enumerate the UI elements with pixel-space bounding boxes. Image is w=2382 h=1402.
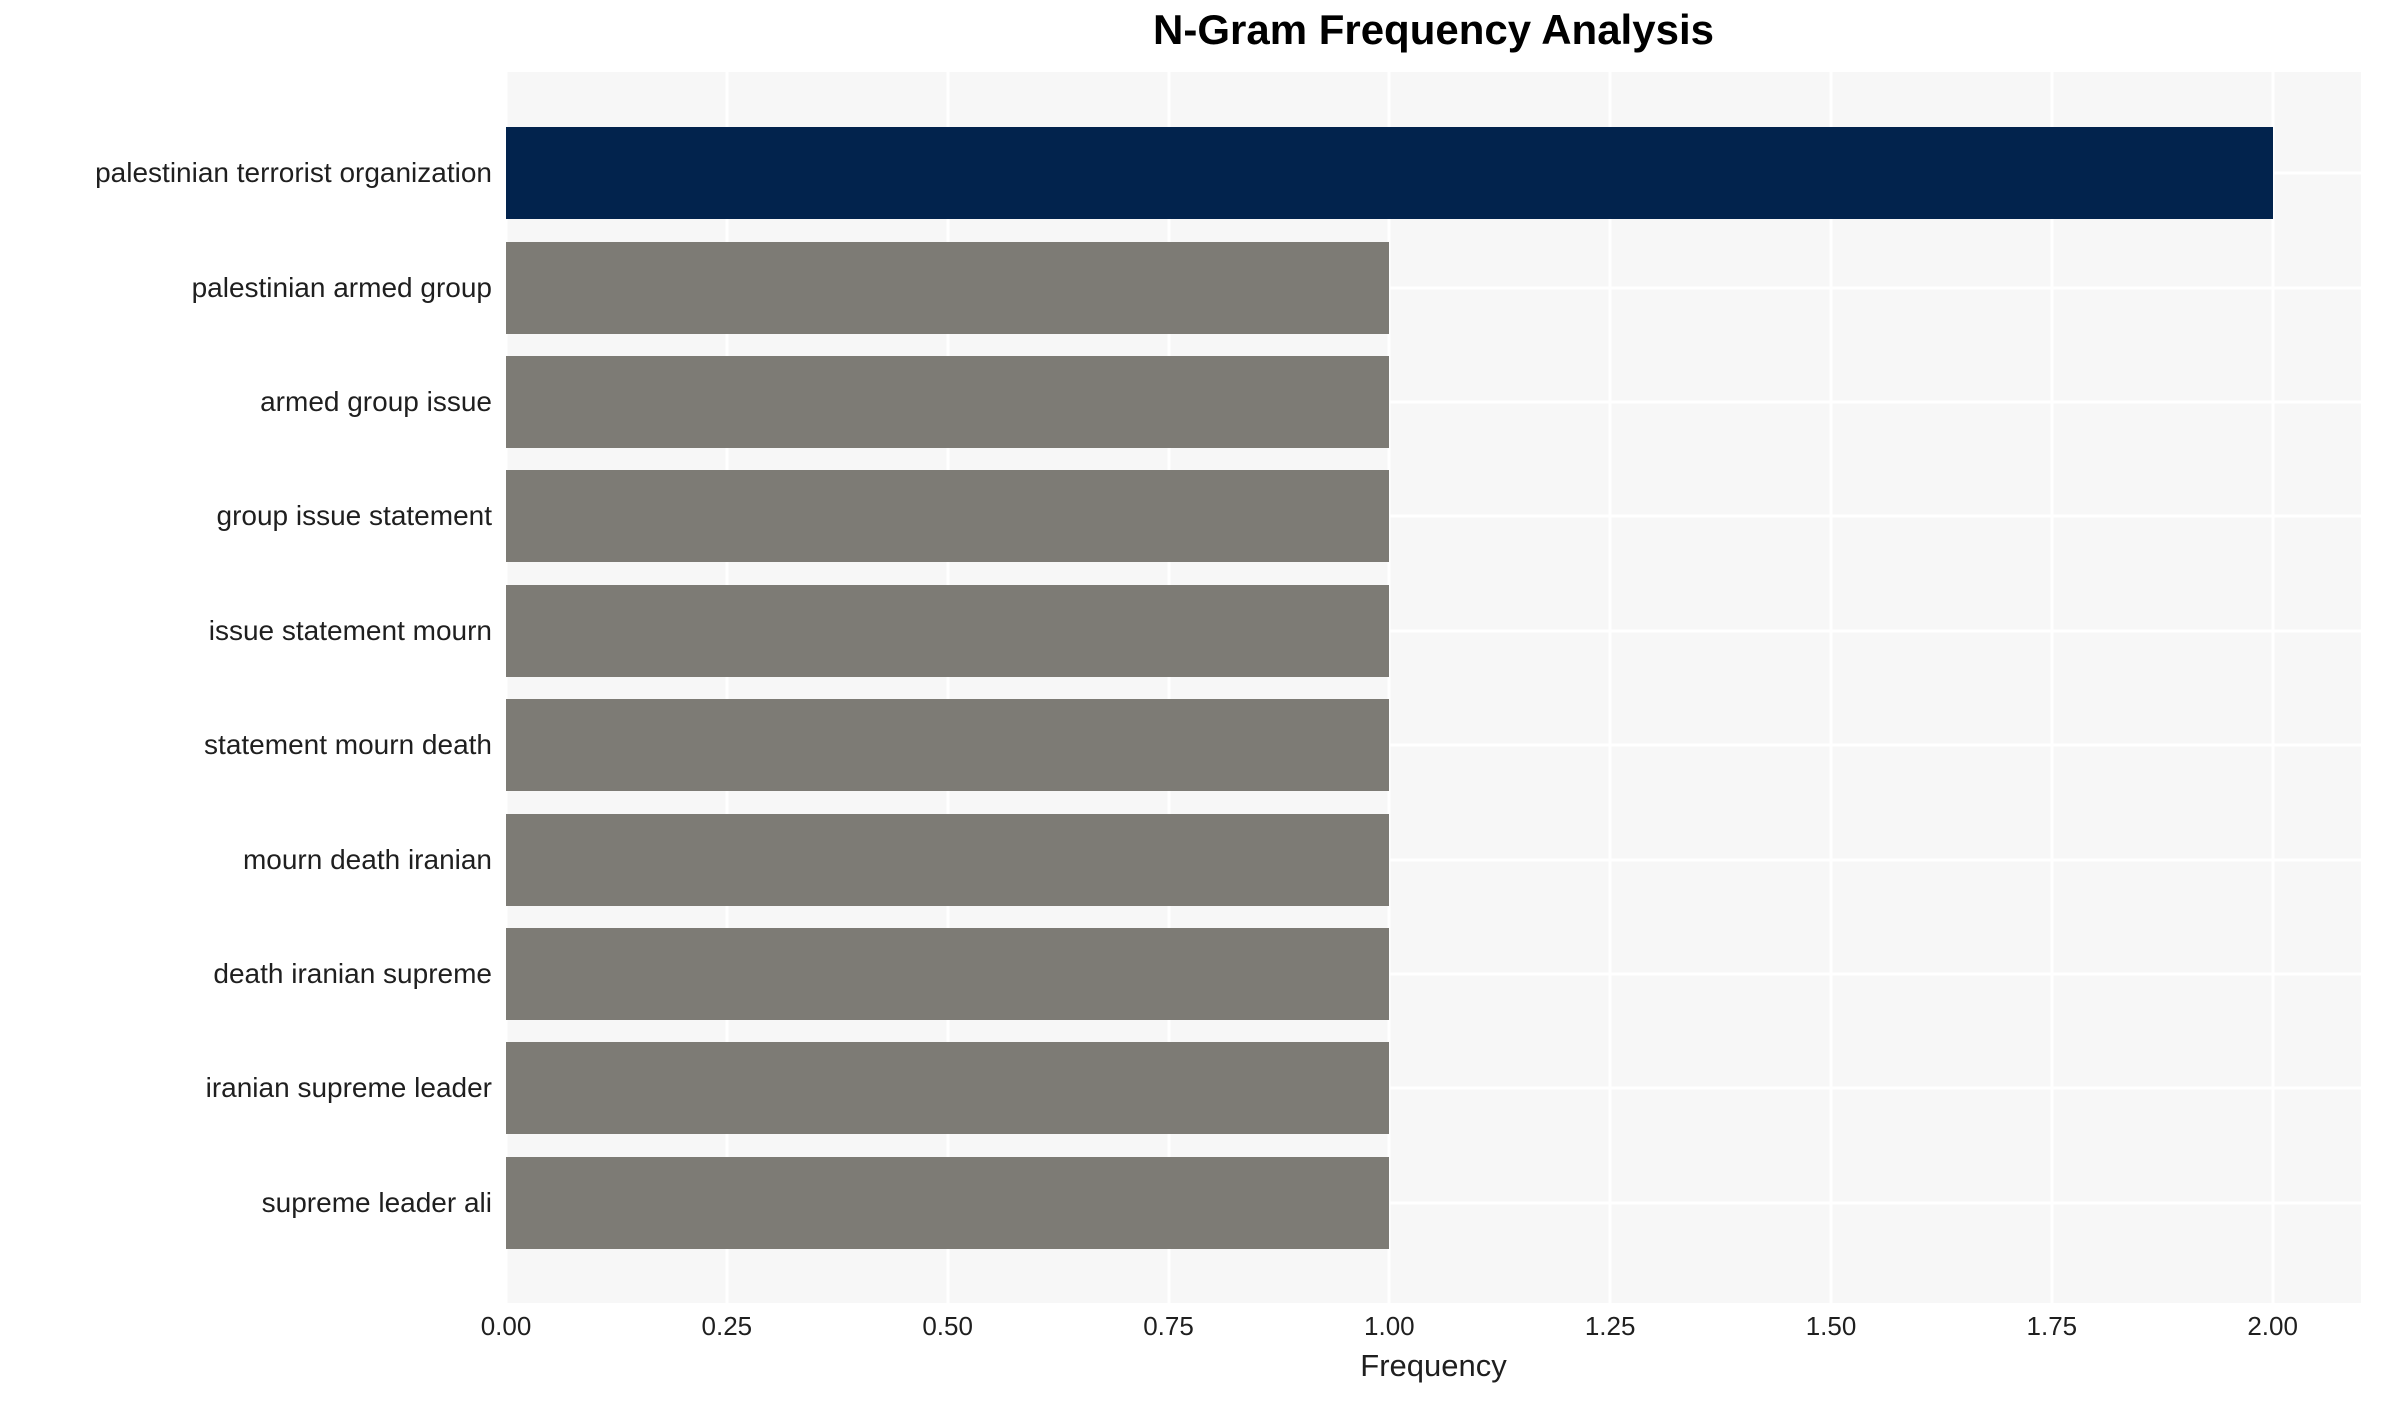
bar <box>506 584 1390 677</box>
bar-row: statement mourn death <box>0 688 2361 802</box>
x-tick-label: 0.75 <box>1143 1311 1194 1341</box>
y-tick-label: palestinian terrorist organization <box>95 157 492 189</box>
vertical-gridline <box>2271 72 2275 1303</box>
bar <box>506 813 1390 906</box>
bar-row: issue statement mourn <box>0 574 2361 688</box>
horizontal-gridline <box>506 1201 2361 1205</box>
vertical-gridline <box>1829 72 1833 1303</box>
vertical-gridline <box>1387 72 1391 1303</box>
bar-row: mourn death iranian <box>0 802 2361 916</box>
bar-track <box>506 1031 2361 1145</box>
x-tick-label: 0.25 <box>701 1311 753 1341</box>
horizontal-gridline <box>506 743 2361 747</box>
vertical-gridline <box>1608 72 1612 1303</box>
bar-track <box>506 802 2361 916</box>
bar-row: palestinian armed group <box>0 230 2361 344</box>
x-tick-label: 1.25 <box>1584 1311 1636 1341</box>
bar-row: armed group issue <box>0 345 2361 459</box>
x-axis: 0.00 0.25 0.50 0.75 1.00 1.25 1.50 1.75 2.00 <box>0 1311 2382 1345</box>
horizontal-gridline <box>506 400 2361 404</box>
y-tick-label: palestinian armed group <box>191 271 492 303</box>
y-tick-label: iranian supreme leader <box>205 1072 492 1104</box>
bar <box>506 928 1390 1021</box>
vertical-gridline <box>2050 72 2054 1303</box>
chart-title: N-Gram Frequency Analysis <box>1153 6 1714 53</box>
bar <box>506 356 1390 449</box>
x-tick-label: 0.00 <box>480 1311 532 1341</box>
bar <box>506 1042 1390 1135</box>
x-tick-label: 1.75 <box>2026 1311 2078 1341</box>
vertical-gridline <box>725 72 729 1303</box>
x-axis-title: Frequency <box>1360 1348 1507 1383</box>
bar-track <box>506 459 2361 573</box>
horizontal-gridline <box>506 972 2361 976</box>
x-tick-label: 2.00 <box>2247 1311 2298 1341</box>
bar-track <box>506 688 2361 802</box>
vertical-gridline <box>946 72 950 1303</box>
x-tick-label: 0.50 <box>922 1311 973 1341</box>
y-tick-label: death iranian supreme <box>213 958 492 990</box>
bar <box>506 1156 1390 1249</box>
bar-track <box>506 116 2361 230</box>
bar-track <box>506 917 2361 1031</box>
vertical-gridline <box>1167 72 1170 1303</box>
horizontal-gridline <box>506 514 2361 518</box>
y-tick-label: mourn death iranian <box>242 843 492 875</box>
rows: palestinian terrorist organization palest… <box>0 72 2361 1303</box>
bar-track <box>506 345 2361 459</box>
horizontal-gridline <box>506 629 2361 633</box>
x-tick-label: 1.00 <box>1364 1311 1415 1341</box>
bar <box>506 470 1390 563</box>
horizontal-gridline <box>506 1086 2361 1090</box>
bar <box>506 699 1390 792</box>
y-tick-label: issue statement mourn <box>208 614 492 646</box>
y-tick-label: statement mourn death <box>204 729 492 761</box>
x-tick-label: 1.50 <box>1805 1311 1857 1341</box>
bar-row: supreme leader ali <box>0 1146 2361 1260</box>
y-tick-label: supreme leader ali <box>261 1186 492 1218</box>
bar <box>506 241 1390 334</box>
bar-row: iranian supreme leader <box>0 1031 2361 1145</box>
vertical-gridline <box>504 72 508 1303</box>
horizontal-gridline <box>506 286 2361 290</box>
horizontal-gridline <box>506 858 2361 862</box>
y-tick-label: group issue statement <box>216 500 493 532</box>
bar <box>506 127 2273 220</box>
bar-track <box>506 574 2361 688</box>
bar-track <box>506 230 2361 344</box>
bar-row: group issue statement <box>0 459 2361 573</box>
bar-row: death iranian supreme <box>0 917 2361 1031</box>
y-tick-label: armed group issue <box>260 386 492 418</box>
bar-row: palestinian terrorist organization <box>0 116 2361 230</box>
bar-track <box>506 1146 2361 1260</box>
